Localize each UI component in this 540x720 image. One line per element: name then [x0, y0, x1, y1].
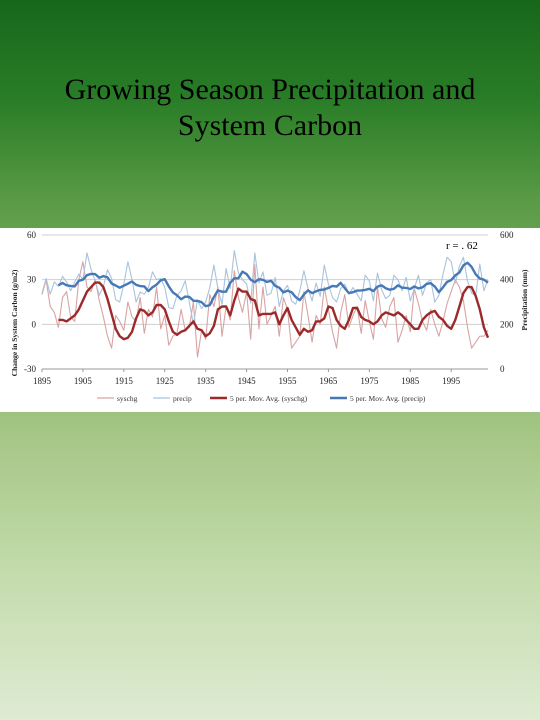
y-right-tick-label: 200 — [500, 319, 514, 329]
x-tick-label: 1945 — [238, 376, 257, 386]
x-tick-label: 1965 — [319, 376, 338, 386]
x-tick-label: 1995 — [442, 376, 461, 386]
series-line-syschg — [41, 261, 489, 358]
x-tick-label: 1935 — [197, 376, 216, 386]
y-right-tick-label: 0 — [500, 364, 505, 374]
y-axis-left-title: Change in System Carbon (g/m2) — [10, 269, 19, 376]
legend-label: precip — [173, 394, 192, 403]
series-line-5-per-mov-avg-precip — [57, 261, 489, 308]
precip-carbon-chart: 60 30 0 -30 600 400 200 0 1895 1905 1915 1925 1935 19… — [10, 230, 529, 403]
x-tick-label: 1955 — [279, 376, 298, 386]
y-left-tick-label: 30 — [27, 275, 37, 285]
slide-title-line-2: System Carbon — [177, 109, 363, 142]
y-left-tick-label: -30 — [24, 364, 36, 374]
series-line-5-per-mov-avg-syschg — [58, 281, 490, 341]
x-tick-label: 1975 — [360, 376, 379, 386]
legend-label: syschg — [117, 394, 138, 403]
series-line-precip — [41, 250, 489, 325]
y-axis-right-title: Precipitation (mm) — [520, 269, 529, 330]
x-tick-label: 1895 — [33, 376, 52, 386]
legend-label: 5 per. Mov. Avg. (precip) — [350, 394, 426, 403]
slide-title: Growing Season Precipitation and System … — [20, 72, 520, 144]
chart-panel: 60 30 0 -30 600 400 200 0 1895 1905 1915 1925 1935 19… — [0, 228, 540, 412]
y-left-tick-label: 60 — [27, 230, 37, 240]
slide-title-line-1: Growing Season Precipitation and — [64, 73, 476, 106]
x-tick-label: 1925 — [156, 376, 175, 386]
x-tick-label: 1985 — [401, 376, 420, 386]
legend-label: 5 per. Mov. Avg. (syschg) — [230, 394, 308, 403]
y-left-tick-label: 0 — [32, 319, 37, 329]
y-right-tick-label: 400 — [500, 275, 514, 285]
x-tick-label: 1905 — [74, 376, 93, 386]
correlation-annotation: r = . 62 — [446, 240, 478, 252]
legend: syschg precip 5 per. Mov. Avg. (syschg) 5 p… — [97, 394, 426, 403]
y-right-tick-label: 600 — [500, 230, 514, 240]
x-tick-label: 1915 — [115, 376, 134, 386]
